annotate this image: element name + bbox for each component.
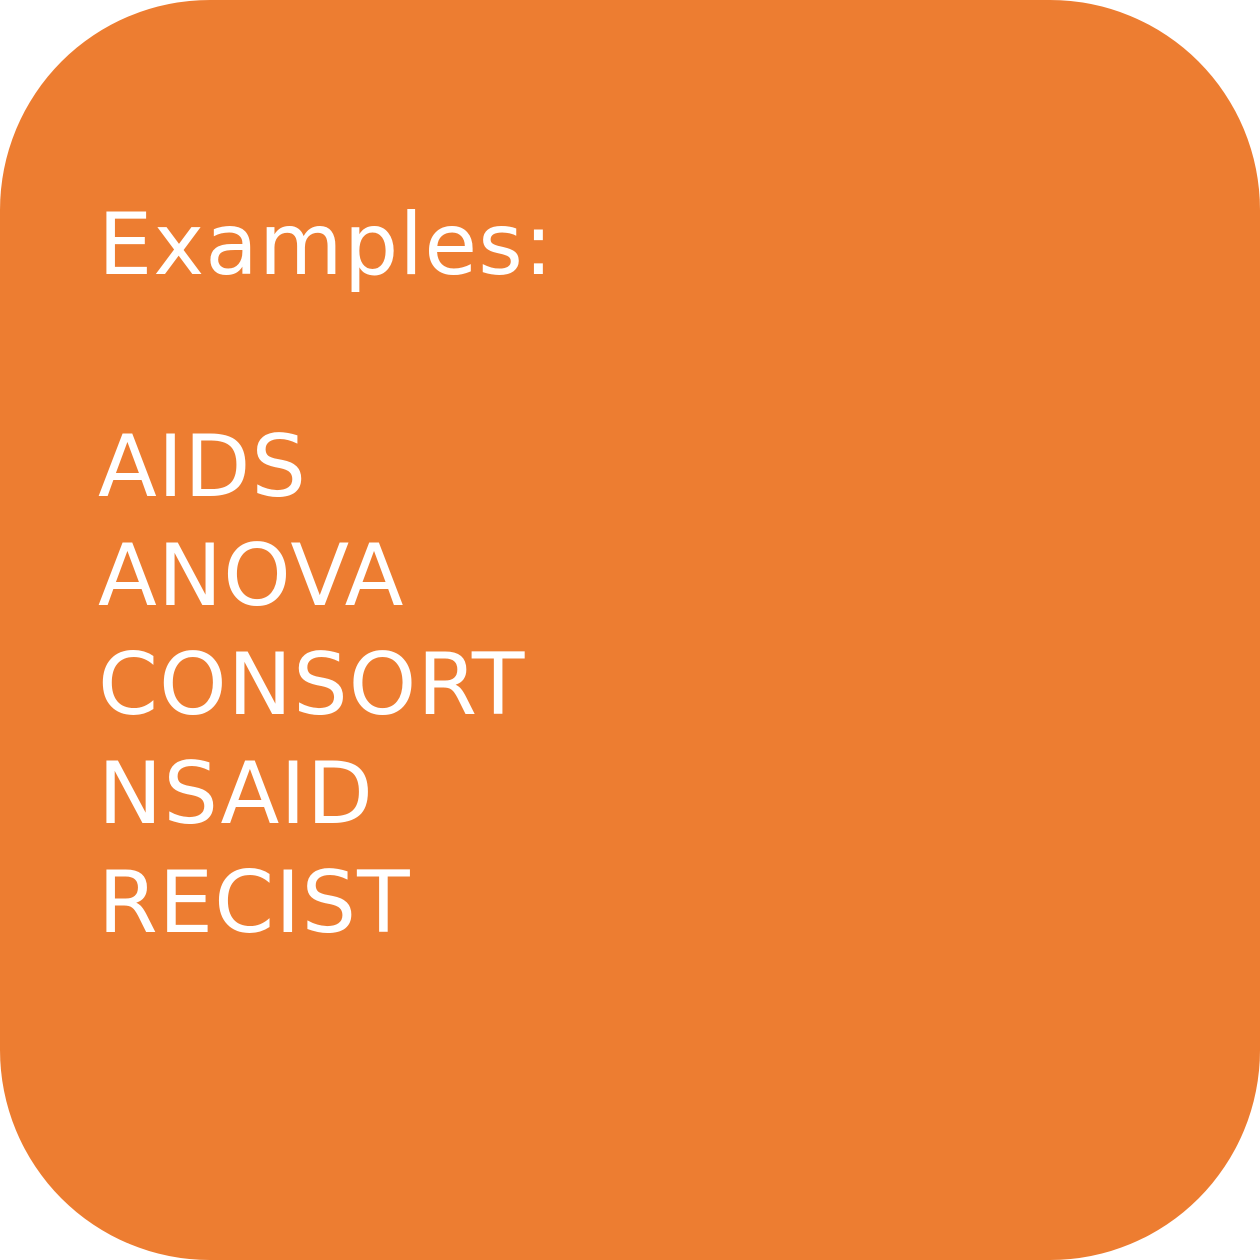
examples-list: AIDS ANOVA CONSORT NSAID RECIST: [98, 413, 525, 958]
example-item-recist: RECIST: [98, 853, 411, 953]
examples-heading: Examples:: [98, 195, 554, 295]
example-item-nsaid: NSAID: [98, 744, 374, 844]
example-item-consort: CONSORT: [98, 635, 526, 735]
example-item-anova: ANOVA: [98, 526, 405, 626]
example-item-aids: AIDS: [98, 417, 308, 517]
